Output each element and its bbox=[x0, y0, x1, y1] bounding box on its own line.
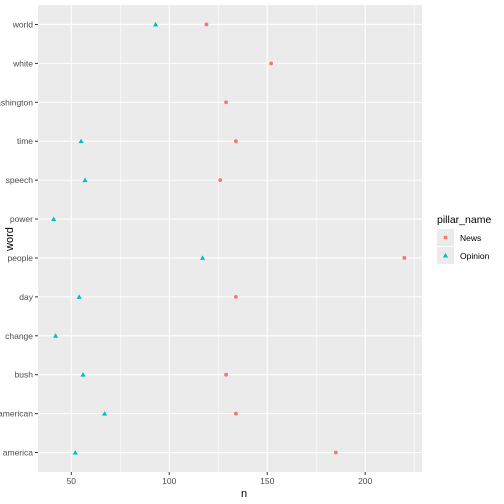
y-tick-label: people bbox=[7, 253, 33, 263]
y-tick-label: speech bbox=[6, 175, 34, 185]
legend-label-news: News bbox=[460, 233, 481, 243]
point-opinion-people bbox=[199, 255, 206, 260]
y-tick-label: time bbox=[17, 136, 33, 146]
y-tick-label: power bbox=[10, 214, 33, 224]
point-opinion-america bbox=[72, 449, 78, 455]
point-news-bush bbox=[224, 372, 228, 377]
point-opinion-change bbox=[53, 333, 59, 338]
y-tick-label: washington bbox=[0, 97, 33, 107]
legend-symbol-opinion bbox=[442, 252, 449, 258]
point-opinion-day bbox=[76, 294, 82, 299]
point-opinion-world bbox=[152, 21, 159, 27]
point-news-speech bbox=[218, 178, 223, 183]
data-points bbox=[51, 21, 407, 455]
point-news-american bbox=[233, 411, 238, 416]
point-news-time bbox=[233, 139, 238, 144]
x-tick-label: 50 bbox=[67, 476, 77, 486]
x-axis: 50 100 150 200 bbox=[67, 472, 373, 486]
y-tick-label: bush bbox=[15, 370, 34, 380]
point-opinion-american bbox=[102, 411, 108, 416]
x-tick-label: 150 bbox=[260, 476, 274, 486]
minor-gridlines bbox=[120, 5, 415, 472]
x-axis-title: n bbox=[241, 488, 247, 500]
legend-label-opinion: Opinion bbox=[460, 251, 490, 261]
point-news-people bbox=[402, 256, 407, 260]
x-tick-label: 100 bbox=[162, 476, 176, 486]
legend-title: pillar_name bbox=[437, 214, 491, 226]
point-opinion-time bbox=[78, 138, 84, 144]
legend-symbol-news bbox=[443, 235, 448, 240]
point-opinion-speech bbox=[82, 177, 88, 183]
legend-point-news bbox=[443, 235, 448, 240]
y-tick-label: day bbox=[19, 292, 33, 302]
legend-point-opinion bbox=[442, 252, 449, 258]
y-tick-label: world bbox=[12, 19, 34, 29]
major-gridlines bbox=[38, 5, 422, 472]
y-tick-label: american bbox=[0, 409, 33, 419]
x-tick-label: 200 bbox=[358, 476, 372, 486]
point-news-washington bbox=[224, 100, 228, 105]
point-news-day bbox=[233, 294, 238, 299]
y-tick-label: change bbox=[5, 331, 33, 341]
y-tick-label: america bbox=[3, 448, 34, 458]
y-axis-title: word bbox=[4, 227, 16, 252]
point-news-america bbox=[333, 450, 338, 455]
point-opinion-power bbox=[51, 216, 57, 221]
point-news-world bbox=[204, 22, 209, 27]
point-opinion-bush bbox=[80, 372, 86, 377]
legend: pillar_name News Opinion bbox=[437, 214, 491, 264]
plot-panel bbox=[38, 5, 422, 472]
y-axis: america american bush change day people power s… bbox=[0, 19, 38, 458]
y-tick-label: white bbox=[12, 58, 33, 68]
point-news-white bbox=[269, 61, 274, 66]
